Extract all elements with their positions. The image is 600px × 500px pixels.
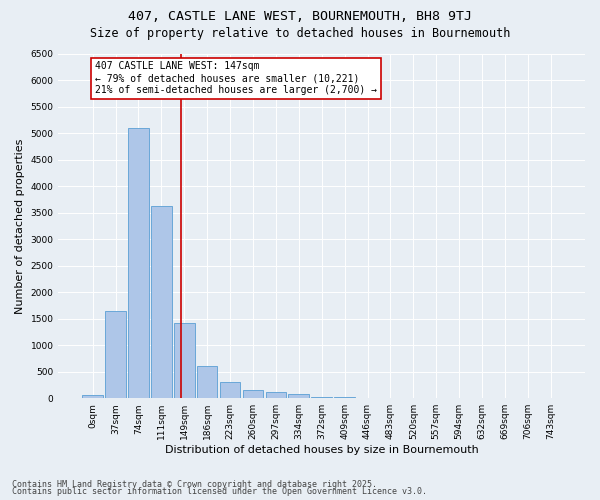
X-axis label: Distribution of detached houses by size in Bournemouth: Distribution of detached houses by size …	[165, 445, 479, 455]
Bar	[128, 128, 149, 398]
Bar	[197, 366, 217, 398]
Bar	[266, 392, 286, 398]
Text: 407, CASTLE LANE WEST, BOURNEMOUTH, BH8 9TJ: 407, CASTLE LANE WEST, BOURNEMOUTH, BH8 …	[128, 10, 472, 23]
Bar	[151, 206, 172, 398]
Y-axis label: Number of detached properties: Number of detached properties	[15, 138, 25, 314]
Text: Contains public sector information licensed under the Open Government Licence v3: Contains public sector information licen…	[12, 487, 427, 496]
Bar	[311, 396, 332, 398]
Text: Contains HM Land Registry data © Crown copyright and database right 2025.: Contains HM Land Registry data © Crown c…	[12, 480, 377, 489]
Bar	[289, 394, 309, 398]
Bar	[105, 310, 126, 398]
Bar	[334, 397, 355, 398]
Bar	[242, 390, 263, 398]
Bar	[220, 382, 241, 398]
Text: 407 CASTLE LANE WEST: 147sqm
← 79% of detached houses are smaller (10,221)
21% o: 407 CASTLE LANE WEST: 147sqm ← 79% of de…	[95, 62, 377, 94]
Bar	[82, 395, 103, 398]
Bar	[174, 323, 194, 398]
Text: Size of property relative to detached houses in Bournemouth: Size of property relative to detached ho…	[90, 28, 510, 40]
